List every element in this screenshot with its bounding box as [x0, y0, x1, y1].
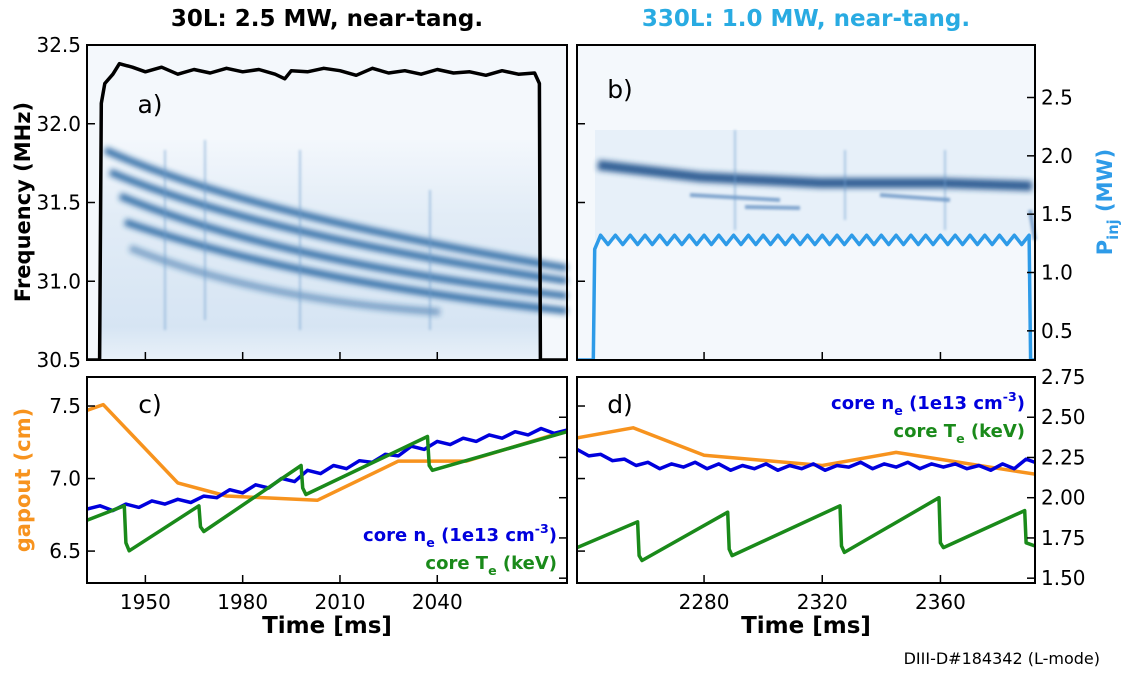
x-tick-label: 1950 [120, 590, 171, 614]
legend-entry-part: core n [363, 525, 426, 546]
y2-tick-label: 2.25 [1041, 445, 1086, 469]
footnote: DIII-D#184342 (L-mode) [904, 649, 1100, 668]
legend-entry-part: core n [831, 393, 894, 414]
legend-entry-part: (1e13 cm [903, 393, 1003, 414]
spectrogram [87, 45, 568, 360]
panel-title: 330L: 1.0 MW, near-tang. [642, 6, 970, 32]
x-axis-label: Time [ms] [262, 613, 392, 639]
x-tick-label: 2280 [679, 590, 730, 614]
legend-entry: core Te (keV) [893, 421, 1025, 446]
y2-axis-label-part: inj [1105, 219, 1122, 240]
legend-entry-part: (1e13 cm [435, 525, 535, 546]
legend-entry-part: (keV) [965, 421, 1025, 442]
x-tick-label: 2320 [797, 590, 848, 614]
legend-entry: core ne (1e13 cm-3) [831, 389, 1025, 418]
series-line [577, 233, 1035, 360]
series-line [577, 447, 1035, 473]
series-line [87, 61, 567, 360]
y2-tick-label: 0.5 [1041, 319, 1073, 343]
series-line [87, 402, 567, 503]
plot-frame [86, 376, 568, 584]
y2-tick-label: 2.50 [1041, 405, 1086, 429]
y-tick-label: 30.5 [36, 348, 81, 372]
legend-entry: core Te (keV) [425, 553, 557, 578]
series-line [577, 495, 1035, 563]
x-tick-label: 2360 [915, 590, 966, 614]
y2-axis-label-part: P [1093, 240, 1117, 255]
x-tick-label: 2040 [412, 590, 463, 614]
series-line [577, 426, 1035, 476]
series-line [87, 430, 567, 553]
y-tick-label: 31.0 [36, 269, 81, 293]
y-tick-label: 7.0 [49, 467, 81, 491]
legend-entry-part: e [894, 403, 903, 418]
y2-tick-label: 2.00 [1041, 486, 1086, 510]
y2-axis-label-part: (MW) [1093, 149, 1117, 220]
y-tick-label: 32.0 [36, 112, 81, 136]
legend-entry-part: e [488, 563, 497, 578]
y2-tick-label: 1.50 [1041, 566, 1086, 590]
y-tick-label: 31.5 [36, 191, 81, 215]
legend-entry-part: core T [425, 553, 488, 574]
y-axis-label-part: Frequency (MHz) [11, 102, 35, 302]
y2-axis-label: Pinj (MW) [1093, 149, 1122, 256]
x-axis-label: Time [ms] [741, 613, 871, 639]
y-axis-label-part: gapout (cm) [11, 408, 35, 553]
plot-frame [576, 376, 1036, 584]
y-axis-label: gapout (cm) [11, 408, 35, 553]
y2-tick-label: 2.5 [1041, 86, 1073, 110]
y2-tick-label: 1.75 [1041, 526, 1086, 550]
panel-label: b) [607, 75, 633, 104]
legend-entry-part: core T [893, 421, 956, 442]
y-axis-label: Frequency (MHz) [11, 102, 35, 302]
legend-entry-part: e [956, 431, 965, 446]
x-tick-label: 2010 [315, 590, 366, 614]
series-line [87, 426, 567, 513]
panel-title: 30L: 2.5 MW, near-tang. [171, 6, 483, 32]
panel-label: d) [607, 390, 633, 419]
legend-entry-part: -3 [535, 521, 549, 536]
y2-tick-label: 1.5 [1041, 202, 1073, 226]
legend-entry-part: ) [549, 525, 557, 546]
y2-tick-label: 1.0 [1041, 261, 1073, 285]
panel-label: a) [137, 90, 162, 119]
x-tick-label: 1980 [217, 590, 268, 614]
panel-label: c) [138, 390, 162, 419]
spectrogram [577, 45, 1037, 360]
y2-tick-label: 2.0 [1041, 144, 1073, 168]
y-tick-label: 7.5 [49, 394, 81, 418]
y-tick-label: 6.5 [49, 539, 81, 563]
legend-entry: core ne (1e13 cm-3) [363, 521, 557, 550]
legend-entry-part: ) [1017, 393, 1025, 414]
y2-tick-label: 2.75 [1041, 365, 1086, 389]
legend-entry-part: e [426, 535, 435, 550]
y-tick-label: 32.5 [36, 33, 81, 57]
legend-entry-part: -3 [1003, 389, 1017, 404]
legend-entry-part: (keV) [497, 553, 557, 574]
